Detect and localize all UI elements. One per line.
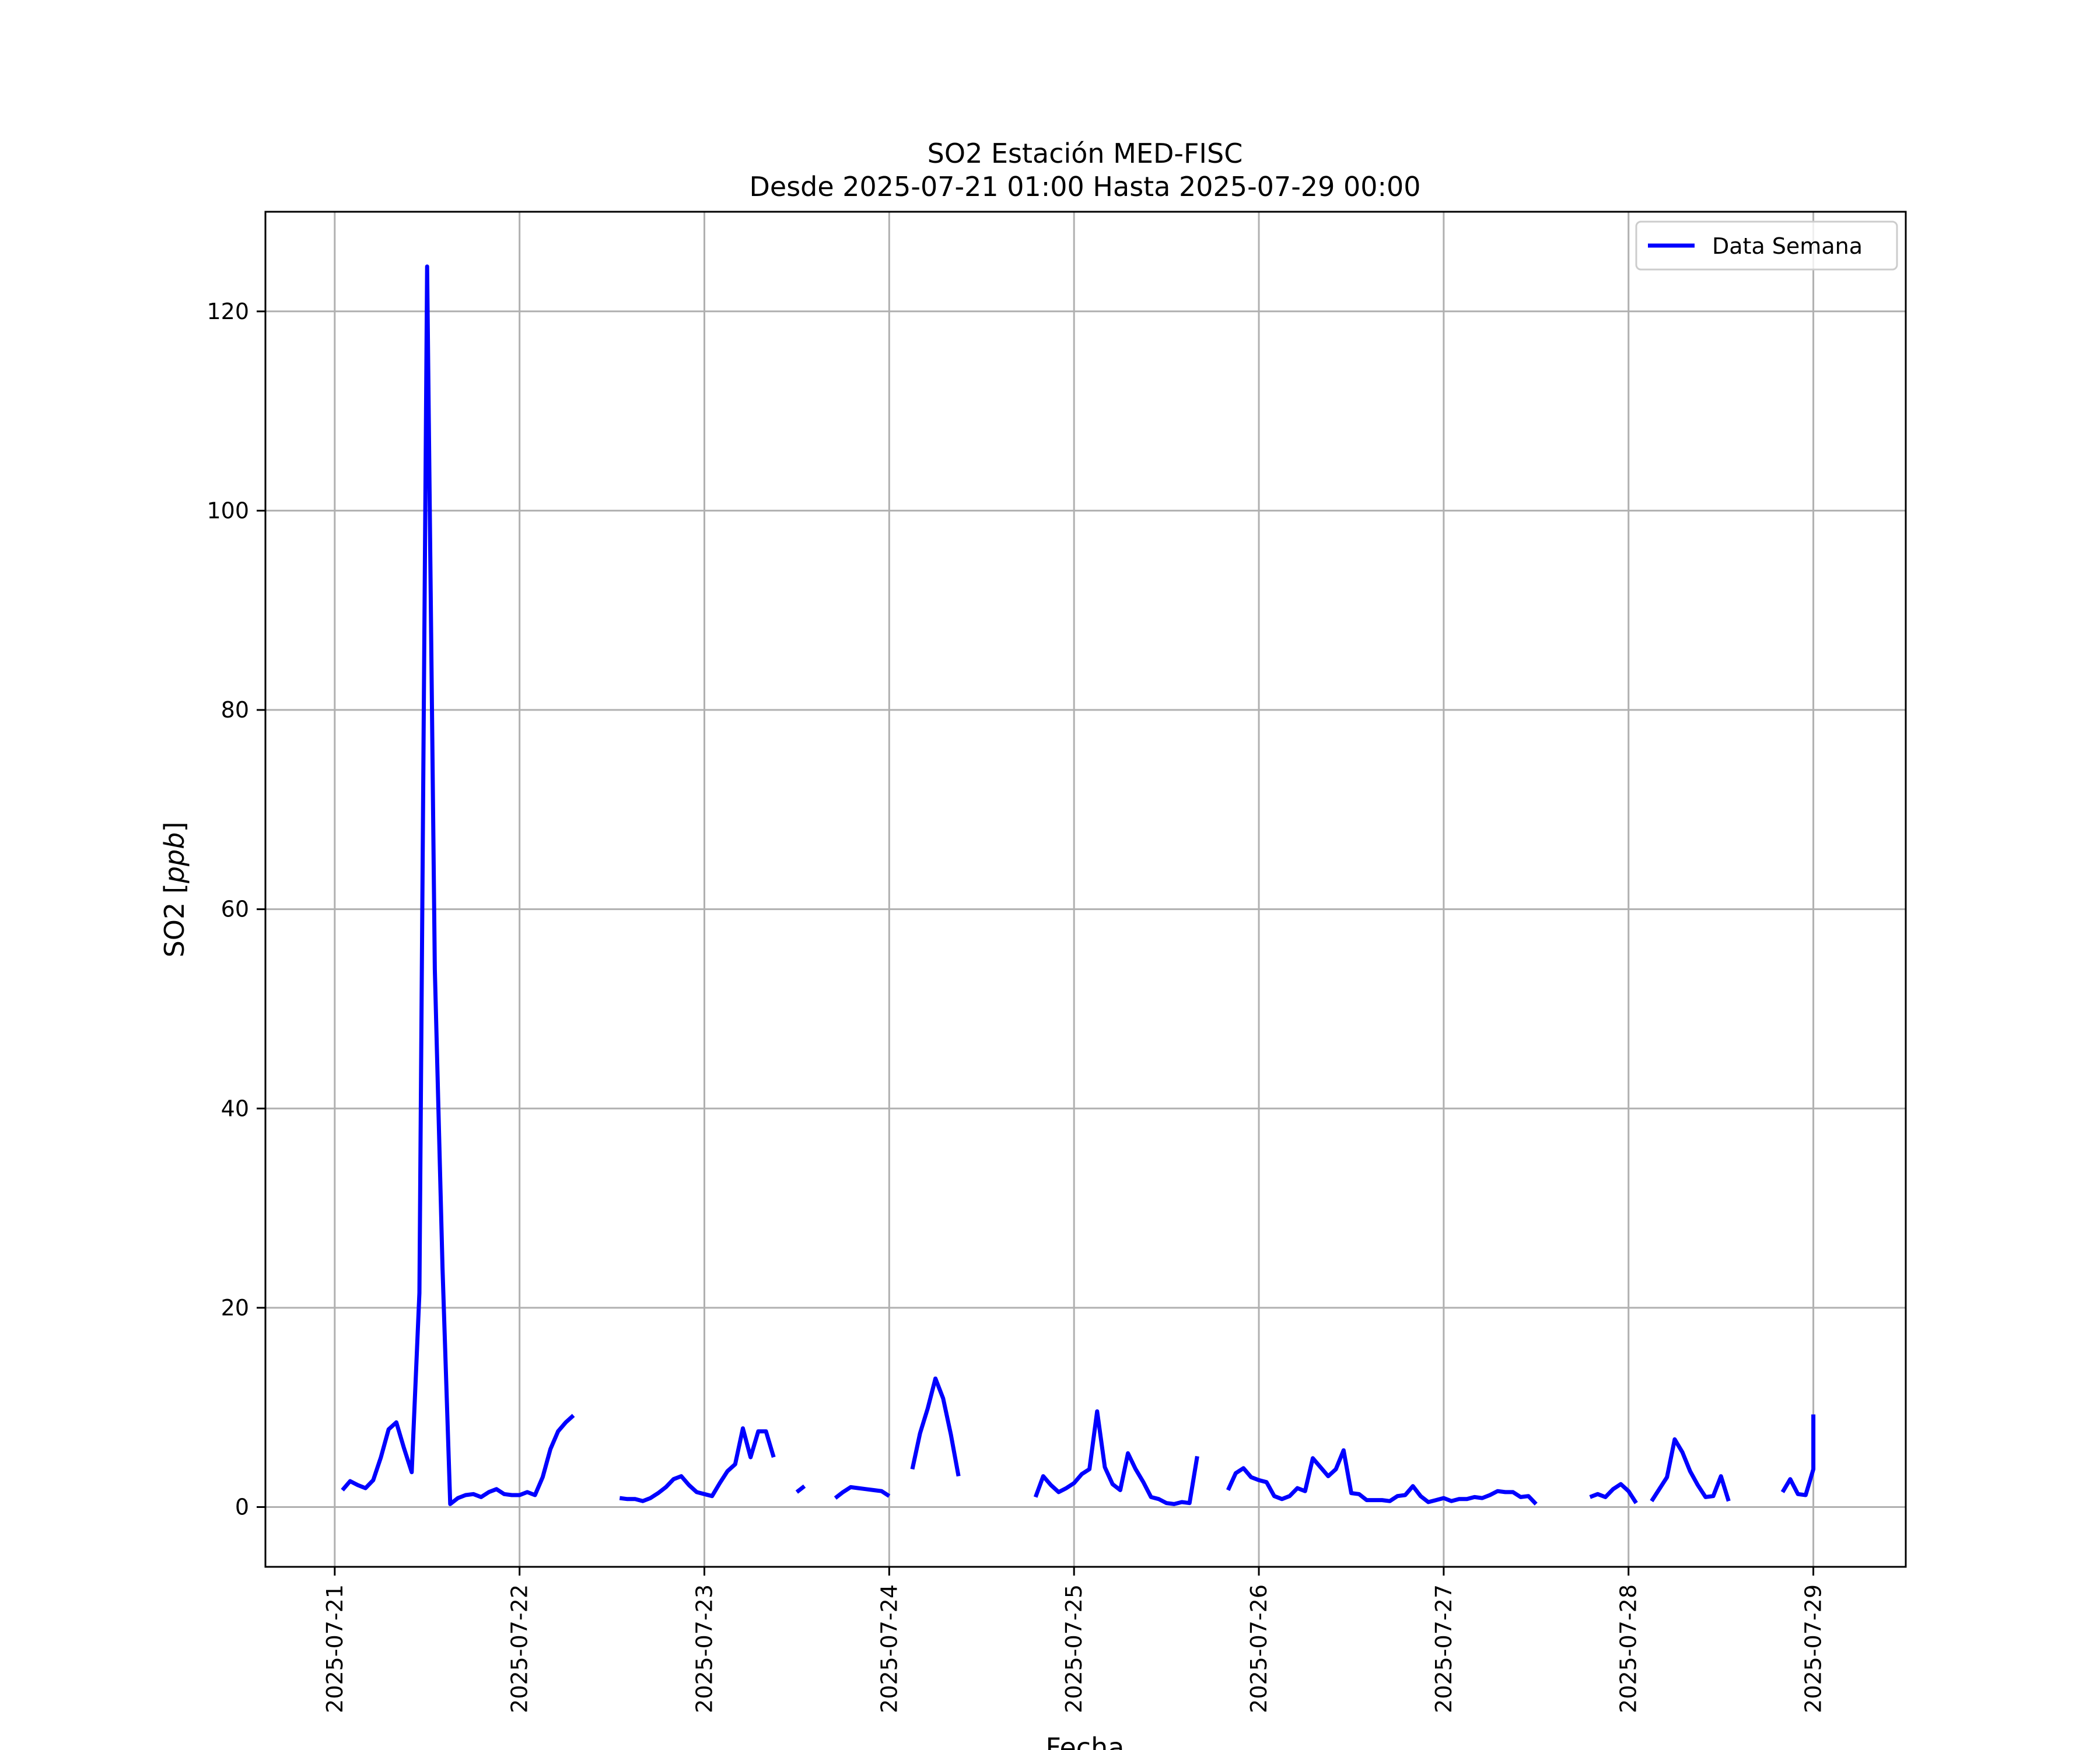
series-line-segment — [1780, 1414, 1816, 1497]
chart-title: SO2 Estación MED-FISC — [928, 138, 1243, 169]
x-tick-label: 2025-07-29 — [1801, 1584, 1826, 1713]
series-line-segment — [1589, 1482, 1638, 1504]
y-axis-label-unit: ppb — [159, 832, 190, 884]
x-tick-label: 2025-07-23 — [692, 1584, 718, 1713]
plot-area-frame — [264, 211, 1907, 1568]
x-tick-label: 2025-07-24 — [876, 1584, 902, 1713]
y-tick-label: 80 — [221, 697, 249, 723]
y-axis-label-close: ] — [159, 822, 190, 832]
legend: Data Semana — [1635, 220, 1898, 271]
y-axis-label: SO2 [ppb] — [159, 822, 190, 958]
y-tick-label: 120 — [206, 299, 249, 324]
x-tick-label: 2025-07-28 — [1616, 1584, 1642, 1713]
series-line-segment — [795, 1484, 806, 1494]
series-line-segment — [1650, 1437, 1731, 1503]
axis-ticks: 2025-07-21 2025-07-22 2025-07-23 2025-07-24… — [206, 299, 1826, 1713]
x-tick-label: 2025-07-22 — [507, 1584, 533, 1713]
series-line-segment — [341, 264, 575, 1506]
y-tick-label: 20 — [221, 1295, 249, 1321]
series-line-segment — [619, 1426, 776, 1503]
y-tick-label: 40 — [221, 1096, 249, 1121]
series-line-segment — [1033, 1409, 1199, 1506]
x-axis-label: Fecha — [1046, 1732, 1125, 1750]
x-tick-label: 2025-07-27 — [1431, 1584, 1457, 1713]
y-axis-label-main: SO2 [ — [159, 883, 190, 957]
chart-subtitle: Desde 2025-07-21 01:00 Hasta 2025-07-29 … — [749, 171, 1420, 202]
series-line-segment — [910, 1376, 961, 1477]
y-tick-label: 0 — [235, 1494, 249, 1520]
x-tick-label: 2025-07-26 — [1246, 1584, 1272, 1713]
y-tick-label: 100 — [206, 498, 249, 523]
grid-lines — [265, 212, 1906, 1567]
series-line-segment — [1226, 1448, 1538, 1506]
series-line-segment — [834, 1485, 891, 1500]
x-tick-label: 2025-07-21 — [322, 1584, 348, 1713]
legend-box — [1635, 220, 1898, 271]
x-tick-label: 2025-07-25 — [1061, 1584, 1087, 1713]
series-layer — [341, 264, 1816, 1506]
y-tick-label: 60 — [221, 897, 249, 922]
legend-label-data-semana: Data Semana — [1712, 233, 1863, 259]
